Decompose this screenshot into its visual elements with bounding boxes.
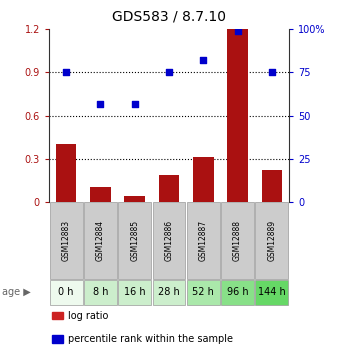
Text: 52 h: 52 h bbox=[192, 287, 214, 297]
Text: GSM12884: GSM12884 bbox=[96, 220, 105, 261]
Text: 144 h: 144 h bbox=[258, 287, 286, 297]
Point bbox=[98, 101, 103, 107]
Bar bbox=[159, 175, 179, 202]
Bar bbox=[193, 157, 214, 202]
Text: GSM12888: GSM12888 bbox=[233, 220, 242, 261]
Point bbox=[166, 69, 172, 74]
Bar bbox=[227, 29, 248, 202]
Text: GDS583 / 8.7.10: GDS583 / 8.7.10 bbox=[112, 9, 226, 23]
Text: GSM12883: GSM12883 bbox=[62, 220, 71, 261]
Text: log ratio: log ratio bbox=[68, 311, 108, 321]
Bar bbox=[124, 196, 145, 202]
Point bbox=[64, 69, 69, 74]
Text: GSM12889: GSM12889 bbox=[267, 220, 276, 261]
Text: 28 h: 28 h bbox=[158, 287, 180, 297]
Bar bbox=[90, 187, 111, 202]
Text: GSM12885: GSM12885 bbox=[130, 220, 139, 261]
Text: 0 h: 0 h bbox=[58, 287, 74, 297]
Bar bbox=[56, 144, 76, 202]
Point bbox=[132, 101, 138, 107]
Point bbox=[269, 70, 274, 75]
Text: GSM12887: GSM12887 bbox=[199, 220, 208, 261]
Point bbox=[235, 28, 240, 34]
Text: percentile rank within the sample: percentile rank within the sample bbox=[68, 334, 233, 344]
Text: 96 h: 96 h bbox=[227, 287, 248, 297]
Text: 16 h: 16 h bbox=[124, 287, 146, 297]
Text: GSM12886: GSM12886 bbox=[165, 220, 173, 261]
Point bbox=[200, 58, 206, 63]
Bar bbox=[262, 170, 282, 202]
Text: age ▶: age ▶ bbox=[2, 287, 30, 297]
Text: 8 h: 8 h bbox=[93, 287, 108, 297]
